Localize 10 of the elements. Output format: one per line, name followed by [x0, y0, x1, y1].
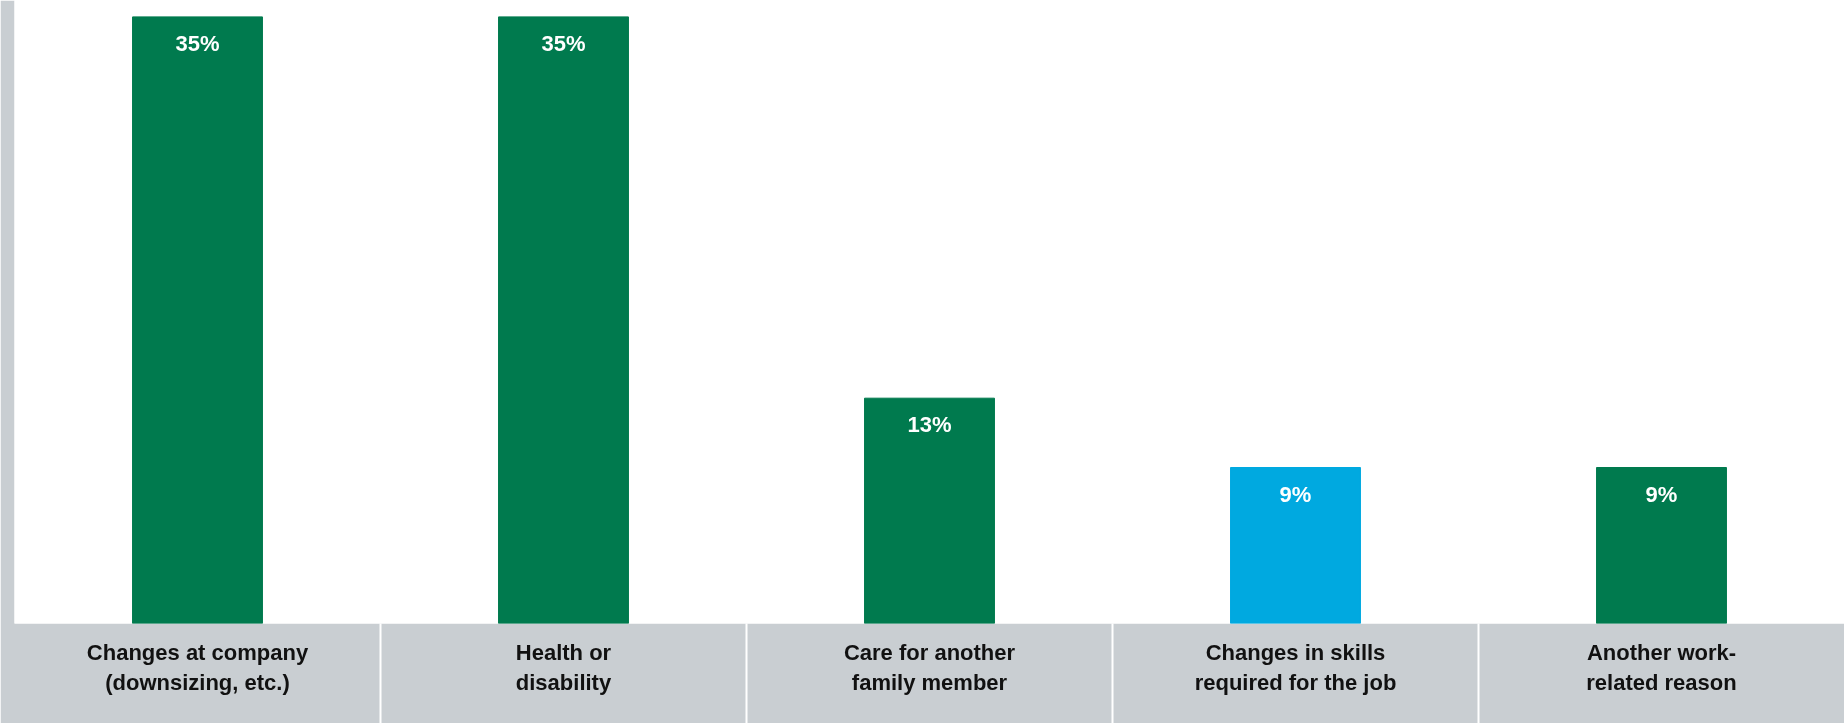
x-tick-label: Care for another family member: [843, 639, 1016, 695]
x-tick-label: Changes at company (downsizing, etc.): [86, 639, 309, 695]
data-label: 35%: [541, 30, 586, 56]
x-tick-label: Another work- related reason: [1586, 639, 1737, 695]
x-tick-label: Changes in skills required for the job: [1194, 639, 1397, 695]
x-tick-label: Health or disability: [515, 639, 612, 695]
data-label: 13%: [907, 412, 952, 438]
data-label: 35%: [175, 30, 220, 56]
data-label: 9%: [1279, 481, 1312, 507]
data-label: 9%: [1645, 481, 1678, 507]
